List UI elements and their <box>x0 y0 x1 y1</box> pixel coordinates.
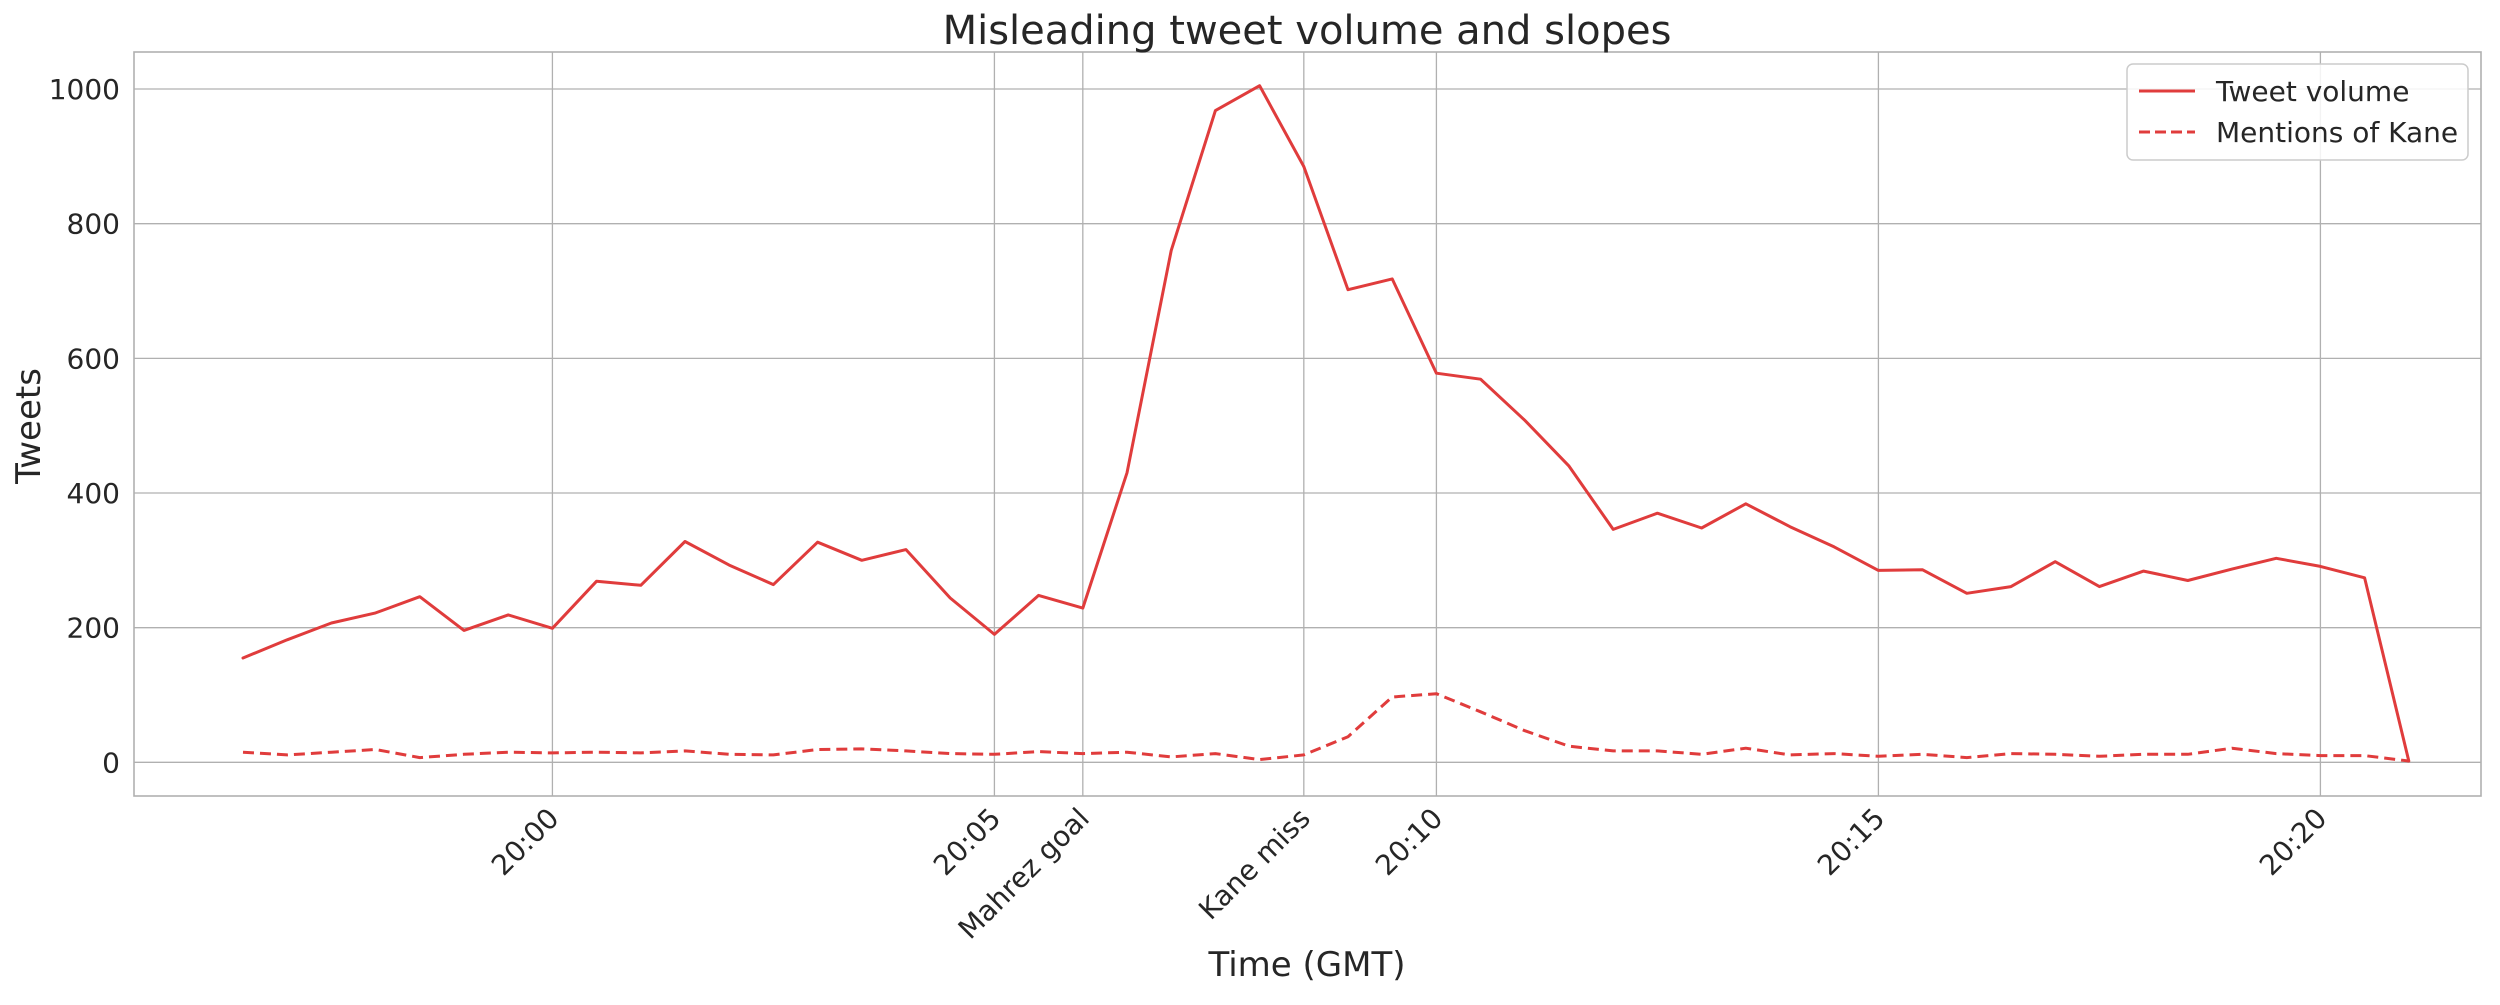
y-tick-label: 0 <box>102 746 120 779</box>
x-tick-label: 20:05 <box>927 802 1007 882</box>
y-tick-label: 600 <box>67 342 120 375</box>
x-tick-label: 20:10 <box>1369 802 1449 882</box>
grid-layer <box>134 52 2481 796</box>
y-axis-title: Tweets <box>9 368 49 485</box>
x-axis-title: Time (GMT) <box>1208 945 1406 985</box>
series-line-mentions-of-kane <box>242 692 2409 763</box>
chart-title: Misleading tweet volume and slopes <box>943 8 1672 54</box>
legend-label-mentions-of-kane: Mentions of Kane <box>2216 116 2458 149</box>
y-tick-label: 200 <box>67 612 120 645</box>
plot-frame <box>133 51 2482 797</box>
legend: Tweet volume Mentions of Kane <box>2126 63 2469 161</box>
x-tick-label: 20:00 <box>485 802 565 882</box>
legend-label-tweet-volume: Tweet volume <box>2215 75 2409 108</box>
series-line-tweet-volume <box>241 84 2411 763</box>
x-tick-label: 20:20 <box>2253 802 2333 882</box>
x-tick-label: 20:15 <box>1811 802 1891 882</box>
series-layer <box>241 84 2411 763</box>
x-tick-label: Kane miss <box>1192 802 1317 927</box>
y-tick-label: 800 <box>67 208 120 241</box>
y-tick-label: 400 <box>67 477 120 510</box>
y-tick-label: 1000 <box>49 73 120 106</box>
legend-box <box>2126 63 2469 161</box>
